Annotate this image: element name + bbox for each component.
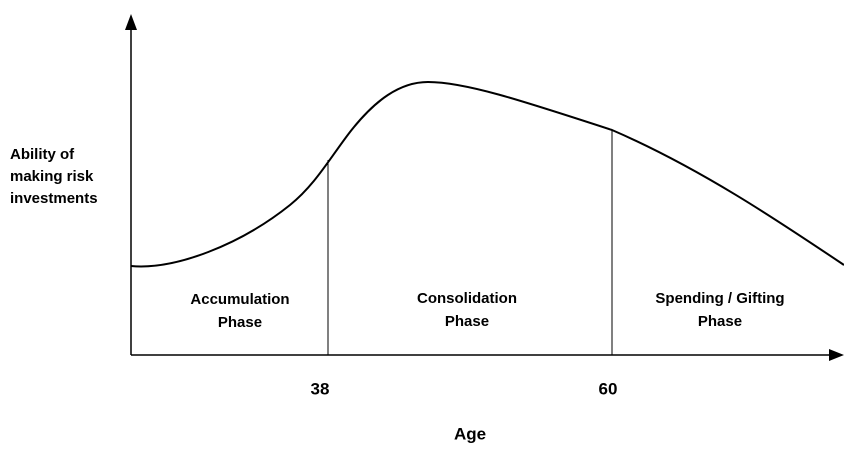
y-axis-arrow xyxy=(125,14,137,30)
y-axis-label: investments xyxy=(10,190,98,207)
phase-label: Spending / Gifting xyxy=(655,290,784,307)
x-axis-arrow xyxy=(829,349,844,361)
x-axis-label: Age xyxy=(454,424,486,443)
y-axis-label: making risk xyxy=(10,168,94,185)
x-tick-label: 38 xyxy=(311,379,330,398)
phase-label: Consolidation xyxy=(417,290,517,307)
risk-curve xyxy=(130,80,844,268)
y-axis-label: Ability of xyxy=(10,146,75,163)
phase-label: Phase xyxy=(218,314,262,331)
phase-label: Accumulation xyxy=(190,291,289,308)
phase-label: Phase xyxy=(445,313,489,330)
x-tick-label: 60 xyxy=(599,379,618,398)
phase-label: Phase xyxy=(698,313,742,330)
